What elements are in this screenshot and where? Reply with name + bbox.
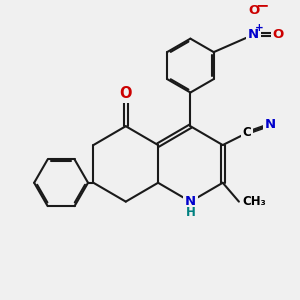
Text: O: O: [272, 28, 284, 41]
Text: N: N: [185, 195, 196, 208]
Text: O: O: [248, 4, 259, 17]
Text: O: O: [119, 86, 132, 101]
Text: C: C: [243, 126, 251, 140]
Text: −: −: [256, 0, 269, 13]
Text: H: H: [185, 206, 195, 219]
Text: N: N: [248, 28, 259, 41]
Text: CH₃: CH₃: [242, 195, 266, 208]
Text: +: +: [255, 23, 264, 33]
Text: N: N: [264, 118, 275, 131]
